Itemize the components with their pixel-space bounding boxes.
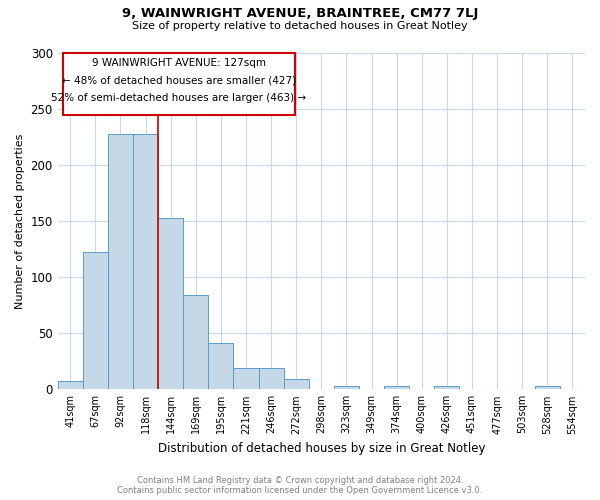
Bar [183,295,208,390]
Bar [384,386,409,390]
Bar [158,218,183,390]
Text: ← 48% of detached houses are smaller (427): ← 48% of detached houses are smaller (42… [62,76,296,86]
Bar [208,344,233,390]
Bar [133,134,158,390]
Text: 9 WAINWRIGHT AVENUE: 127sqm: 9 WAINWRIGHT AVENUE: 127sqm [92,58,266,68]
Y-axis label: Number of detached properties: Number of detached properties [15,133,25,308]
Bar [58,382,83,390]
Bar [83,252,108,390]
Text: Contains HM Land Registry data © Crown copyright and database right 2024.
Contai: Contains HM Land Registry data © Crown c… [118,476,482,495]
X-axis label: Distribution of detached houses by size in Great Notley: Distribution of detached houses by size … [158,442,485,455]
Text: Size of property relative to detached houses in Great Notley: Size of property relative to detached ho… [132,21,468,31]
FancyBboxPatch shape [63,52,295,115]
Text: 52% of semi-detached houses are larger (463) →: 52% of semi-detached houses are larger (… [52,93,307,103]
Bar [535,386,560,390]
Bar [259,368,284,390]
Bar [284,379,309,390]
Bar [334,386,359,390]
Bar [233,368,259,390]
Bar [108,134,133,390]
Text: 9, WAINWRIGHT AVENUE, BRAINTREE, CM77 7LJ: 9, WAINWRIGHT AVENUE, BRAINTREE, CM77 7L… [122,8,478,20]
Bar [434,386,460,390]
